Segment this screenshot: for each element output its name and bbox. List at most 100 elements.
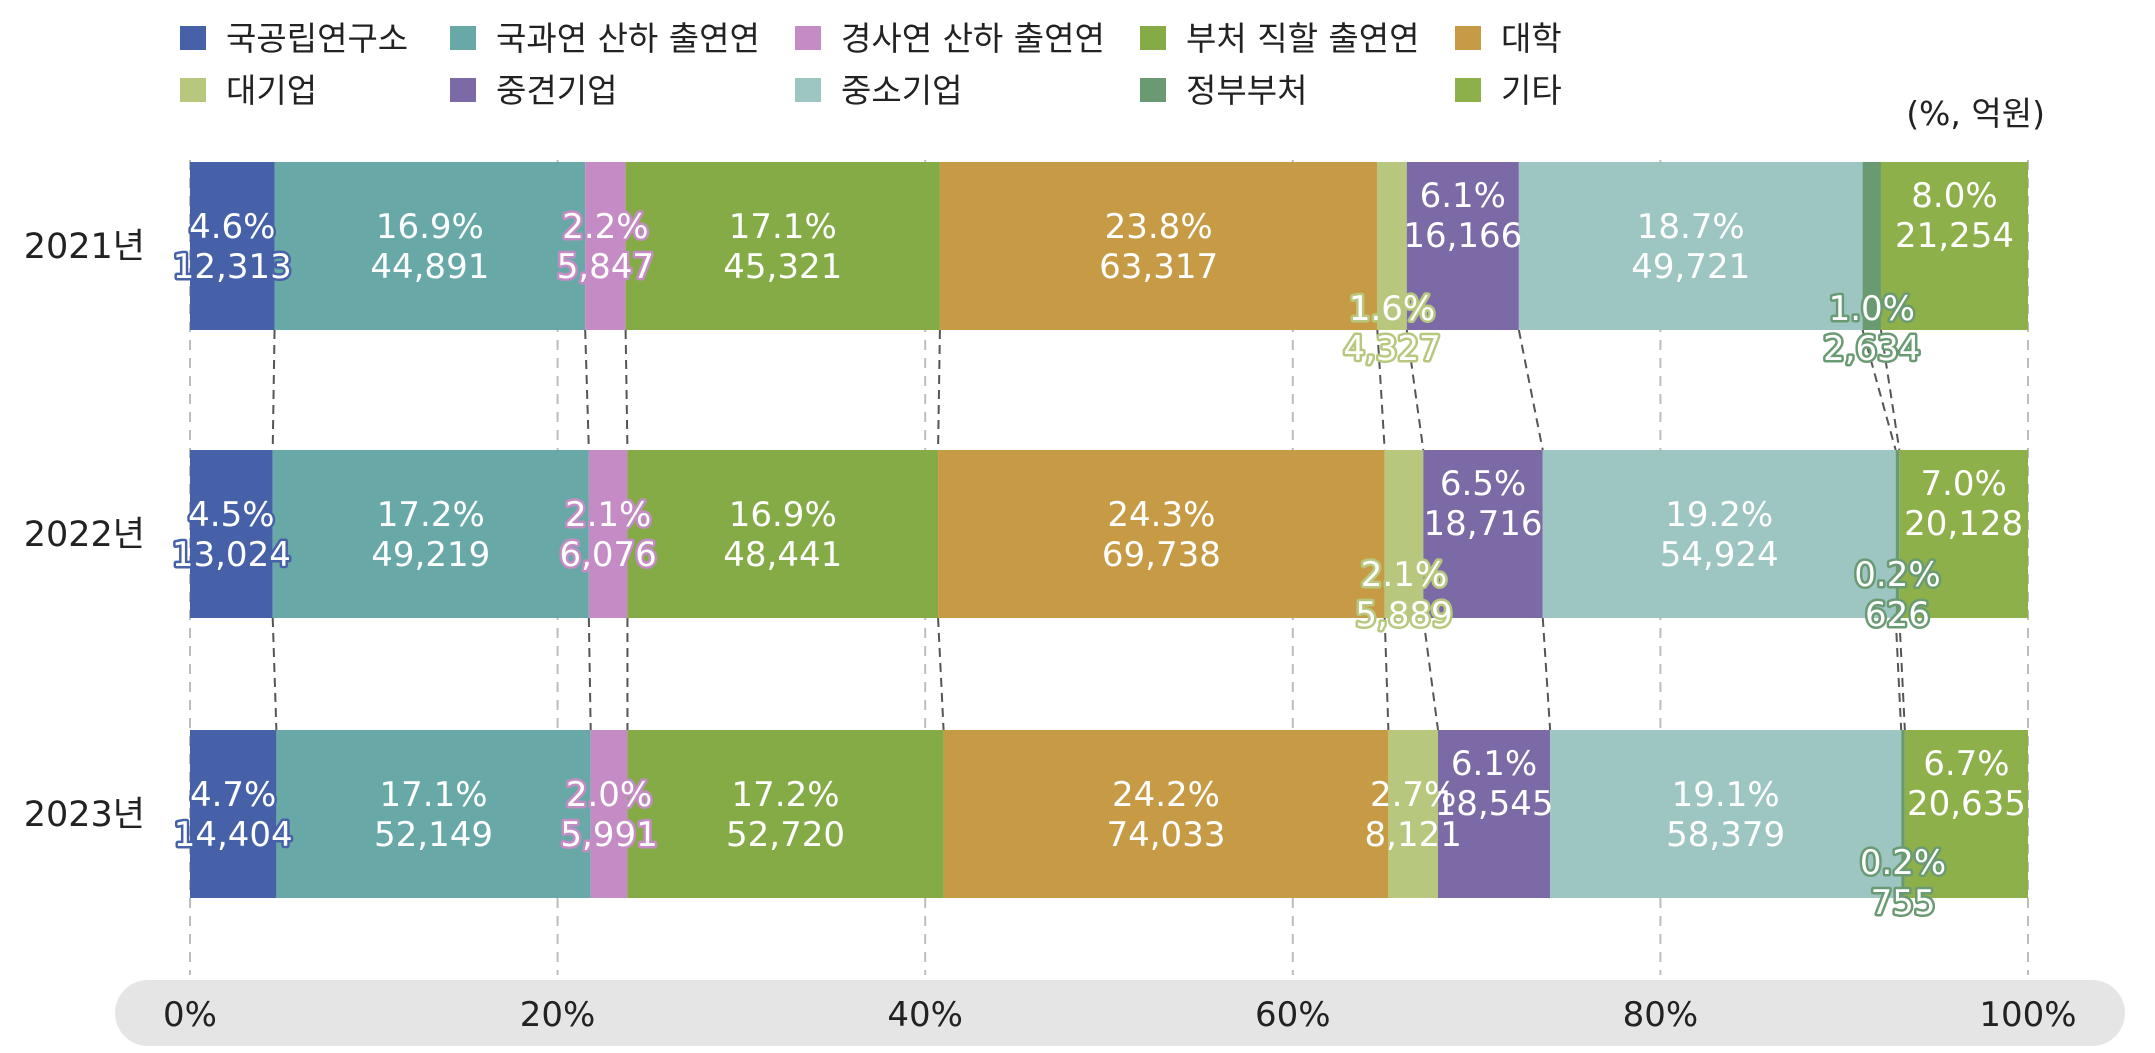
x-tick-label: 80% — [1623, 995, 1699, 1035]
segment-percent-label: 4.7% — [190, 775, 276, 815]
segment-percent-label: 18.7% — [1637, 207, 1745, 247]
legend-swatch — [180, 78, 206, 102]
legend-swatch — [795, 78, 821, 102]
segment-value-label: 45,321 — [723, 247, 842, 287]
bar-segment — [625, 162, 940, 330]
segment-percent-label: 6.1% — [1451, 744, 1537, 784]
segment-value-label: 12,313 — [173, 247, 292, 287]
bar-segment — [1862, 162, 1881, 330]
connector-line — [1879, 329, 1901, 451]
category-label: 2023년 — [24, 795, 145, 835]
segment-percent-label: 17.2% — [377, 495, 485, 535]
bar-segment — [938, 450, 1385, 618]
axis-band — [115, 980, 2125, 1046]
segment-value-label: 52,149 — [374, 815, 493, 855]
bar-segment — [1377, 162, 1407, 330]
category-labels: 2021년 2022년 2023년 — [24, 227, 145, 835]
segment-value-label: 14,404 — [174, 815, 293, 855]
segment-percent-label: 4.6% — [189, 207, 275, 247]
connector-line — [937, 617, 945, 731]
segment-labels: 4.6%12,31316.9%44,8912.2%5,84717.1%45,32… — [169, 176, 2026, 926]
connector-line — [937, 329, 941, 451]
connector-line — [1405, 329, 1425, 451]
segment-percent-label: 23.8% — [1105, 207, 1213, 247]
connector-line — [587, 617, 592, 731]
segment-percent-label: 19.2% — [1665, 495, 1773, 535]
bar-segment — [1901, 730, 1905, 898]
segment-value-label: 18,545 — [1435, 784, 1554, 824]
segment-percent-label: 6.7% — [1923, 744, 2009, 784]
bar-segment — [276, 730, 591, 898]
segment-percent-label: 16.9% — [729, 495, 837, 535]
connector-line — [271, 329, 276, 451]
legend-label: 정부부처 — [1186, 71, 1307, 110]
connector-line — [624, 329, 629, 451]
segment-value-label: 5,889 — [1355, 595, 1452, 635]
segment-value-label: 2,634 — [1823, 329, 1920, 369]
legend-swatch — [1455, 78, 1481, 102]
segment-value-label: 13,024 — [172, 535, 291, 575]
bar-segment — [190, 450, 273, 618]
segment-percent-label: 0.2% — [1860, 843, 1946, 883]
bar-segment — [1899, 450, 2028, 618]
segment-value-label: 58,379 — [1666, 815, 1785, 855]
legend-label: 경사연 산하 출연연 — [841, 19, 1105, 58]
segment-value-label: 20,635 — [1907, 784, 2026, 824]
bar-segment — [590, 730, 628, 898]
bar-segment — [274, 162, 586, 330]
segment-value-label: 20,128 — [1904, 504, 2023, 544]
segment-percent-label: 2.7% — [1370, 775, 1456, 815]
bar-segment — [1518, 162, 1863, 330]
segment-percent-label: 0.2% — [1854, 555, 1940, 595]
legend-label: 국공립연구소 — [226, 19, 408, 58]
segment-value-label: 48,441 — [723, 535, 842, 575]
bar-segment — [1384, 450, 1424, 618]
segment-percent-label: 17.1% — [380, 775, 488, 815]
bar-segment — [627, 730, 944, 898]
segment-percent-label: 2.2% — [562, 207, 648, 247]
bar-segment — [1388, 730, 1439, 898]
connector-line — [1383, 617, 1390, 731]
bar-segment — [1895, 450, 1900, 618]
bar-segment — [272, 450, 589, 618]
segment-percent-label: 19.1% — [1672, 775, 1780, 815]
category-label: 2021년 — [24, 227, 145, 267]
x-tick-label: 40% — [887, 995, 963, 1035]
legend-swatch — [450, 26, 476, 50]
connector-line — [1422, 617, 1439, 731]
legend-label: 부처 직할 출연연 — [1186, 19, 1420, 58]
legend-swatch — [1140, 26, 1166, 50]
segment-value-label: 5,991 — [560, 815, 657, 855]
legend-swatch — [450, 78, 476, 102]
segment-value-label: 49,721 — [1631, 247, 1750, 287]
segment-percent-label: 6.5% — [1440, 464, 1526, 504]
bar-segment — [190, 730, 277, 898]
x-tick-label: 100% — [1979, 995, 2076, 1035]
segment-value-label: 5,847 — [557, 247, 654, 287]
segment-value-label: 44,891 — [370, 247, 489, 287]
bar-segment — [190, 162, 275, 330]
category-label: 2022년 — [24, 515, 145, 555]
legend-swatch — [795, 26, 821, 50]
bar-segment — [1423, 450, 1543, 618]
segment-percent-label: 17.1% — [729, 207, 837, 247]
segment-value-label: 54,924 — [1660, 535, 1779, 575]
segment-percent-label: 6.1% — [1420, 176, 1506, 216]
segment-value-label: 49,219 — [371, 535, 490, 575]
segment-percent-label: 17.2% — [732, 775, 840, 815]
connector-line — [1541, 617, 1552, 731]
segment-value-label: 6,076 — [559, 535, 656, 575]
bar-segment — [627, 450, 939, 618]
x-tick-label: 20% — [520, 995, 596, 1035]
segment-percent-label: 24.3% — [1107, 495, 1215, 535]
connector-line — [1894, 617, 1903, 731]
segment-percent-label: 2.0% — [566, 775, 652, 815]
segment-percent-label: 16.9% — [376, 207, 484, 247]
segment-value-label: 21,254 — [1895, 216, 2014, 256]
x-tick-label: 0% — [163, 995, 217, 1035]
segment-value-label: 4,327 — [1343, 329, 1440, 369]
connector-line — [1861, 329, 1897, 451]
segment-percent-label: 2.1% — [565, 495, 651, 535]
bar-segment — [1438, 730, 1551, 898]
